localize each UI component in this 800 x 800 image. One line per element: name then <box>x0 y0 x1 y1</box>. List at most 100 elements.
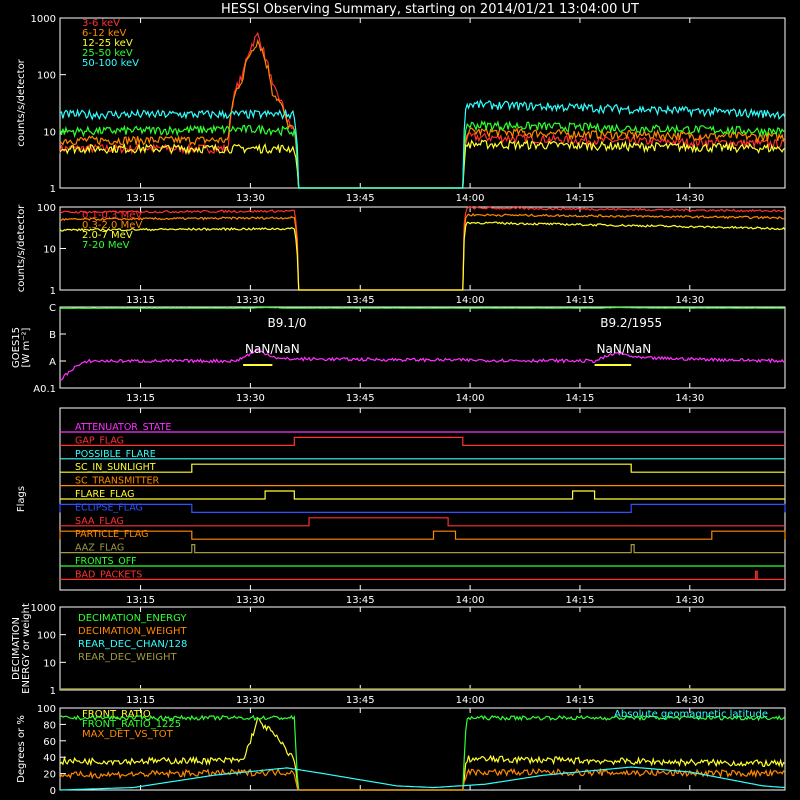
goes-annotation: NaN/NaN <box>245 342 300 356</box>
legend-entry: FRONT_RATIO <box>82 709 151 720</box>
flag-label: SC_TRANSMITTER <box>75 476 160 487</box>
flag-label: POSSIBLE_FLARE <box>75 449 156 460</box>
flag-label: SC_IN_SUNLIGHT <box>75 462 156 473</box>
x-tick-label: 13:45 <box>346 295 375 306</box>
goes-line-1 <box>59 349 786 381</box>
x-tick-label: 13:45 <box>346 695 375 706</box>
series-line-2 <box>59 221 786 291</box>
x-tick-label: 13:45 <box>346 393 375 404</box>
x-tick-label: 14:15 <box>566 393 595 404</box>
goes-line-0 <box>59 306 786 310</box>
x-tick-label: 13:15 <box>126 193 155 204</box>
flag-line-8 <box>59 530 786 540</box>
y-tick-label: 20 <box>43 770 56 781</box>
legend-entry: 50-100 keV <box>82 58 139 69</box>
legend-entry: DECIMATION_WEIGHT <box>78 626 187 637</box>
y-tick-label: A <box>49 357 56 368</box>
flag-label: GAP_FLAG <box>75 435 124 446</box>
x-tick-label: 13:15 <box>126 295 155 306</box>
flag-line-3 <box>60 463 785 473</box>
x-tick-label: 13:30 <box>236 595 265 606</box>
flag-label: AAZ_FLAG <box>75 543 124 554</box>
flag-label: ATTENUATOR_STATE <box>75 422 171 433</box>
y-axis-label: DECIMATION <box>11 617 22 680</box>
legend-entry: 12-25 keV <box>82 38 133 49</box>
flag-label: BAD_PACKETS <box>75 569 142 580</box>
legend-entry: 2.0-7 MeV <box>82 230 133 241</box>
legend-entry-right: Absolute geomagnetic latitude <box>614 709 768 720</box>
x-tick-label: 13:45 <box>346 193 375 204</box>
y-axis-label: counts/s/detector <box>16 58 27 146</box>
x-tick-label: 13:15 <box>126 393 155 404</box>
y-tick-label: 100 <box>37 704 56 715</box>
legend-entry: 25-50 keV <box>82 48 133 59</box>
ratio-line-3 <box>60 766 786 791</box>
ratio-line-2 <box>59 767 786 791</box>
y-tick-label: 60 <box>43 737 56 748</box>
flag-line-9 <box>60 544 785 554</box>
y-tick-label: 10 <box>43 127 56 138</box>
x-tick-label: 14:00 <box>456 695 485 706</box>
x-tick-label: 14:30 <box>675 193 704 204</box>
y-tick-label: 100 <box>37 631 56 642</box>
y-tick-label: 100 <box>37 203 56 214</box>
goes-annotation: NaN/NaN <box>597 342 652 356</box>
x-tick-label: 14:00 <box>456 595 485 606</box>
legend-entry: REAR_DEC_WEIGHT <box>78 652 177 663</box>
y-tick-label: 1 <box>50 184 56 195</box>
y-tick-label: 1000 <box>31 603 56 614</box>
legend-entry: DECIMATION_ENERGY <box>78 613 187 624</box>
y-tick-label: B <box>49 330 56 341</box>
x-tick-label: 13:15 <box>126 595 155 606</box>
y-axis-label: Degrees or % <box>16 715 27 783</box>
x-tick-label: 14:30 <box>675 695 704 706</box>
x-tick-label: 14:00 <box>456 393 485 404</box>
y-tick-label: A0.1 <box>33 384 56 395</box>
x-tick-label: 14:15 <box>566 295 595 306</box>
y-axis-label: GOES15 <box>11 327 22 368</box>
x-tick-label: 14:15 <box>566 595 595 606</box>
y-axis-label: counts/s/detector <box>16 204 27 292</box>
legend-entry: 3-6 keV <box>82 18 120 29</box>
flag-label: PARTICLE_FLAG <box>75 529 148 540</box>
x-tick-label: 13:30 <box>236 695 265 706</box>
y-axis-label: Flags <box>16 486 27 512</box>
legend-entry: 6-12 keV <box>82 28 126 39</box>
flag-line-7 <box>60 517 785 527</box>
x-tick-label: 13:30 <box>236 295 265 306</box>
x-tick-label: 14:30 <box>675 295 704 306</box>
y-tick-label: 80 <box>43 720 56 731</box>
y-tick-label: 40 <box>43 753 56 764</box>
y-tick-label: C <box>49 303 56 314</box>
x-tick-label: 13:45 <box>346 595 375 606</box>
flag-label: SAA_FLAG <box>75 516 124 527</box>
legend-entry: FRONT_RATIO_1225 <box>82 719 181 730</box>
flag-label: FLARE_FLAG <box>75 489 135 500</box>
legend-entry: MAX_DET_VS_TOT <box>82 729 174 740</box>
legend-entry: 7-20 MeV <box>82 240 130 251</box>
y-axis-label: [W m⁻²] <box>21 327 32 367</box>
flag-line-5 <box>60 490 785 500</box>
y-tick-label: 1 <box>50 286 56 297</box>
flag-label: ECLIPSE_FLAG <box>75 502 143 513</box>
y-tick-label: 10 <box>43 658 56 669</box>
series-line-4 <box>59 99 786 189</box>
legend-entry: REAR_DEC_CHAN/128 <box>78 639 187 650</box>
y-axis-label: ENERGY or weight <box>21 603 32 694</box>
panel-frame <box>59 306 786 389</box>
goes-annotation: B9.1/0 <box>268 316 307 330</box>
panel-frame <box>59 606 786 691</box>
x-tick-label: 13:15 <box>126 695 155 706</box>
legend-entry: 0.3-2.0 MeV <box>82 220 142 231</box>
legend-entry: 0.1-0.3 MeV <box>82 210 142 221</box>
y-tick-label: 1 <box>50 686 56 697</box>
x-tick-label: 13:30 <box>236 393 265 404</box>
y-tick-label: 100 <box>37 71 56 82</box>
x-tick-label: 14:30 <box>675 595 704 606</box>
x-tick-label: 14:00 <box>456 193 485 204</box>
x-tick-label: 13:30 <box>236 193 265 204</box>
flag-label: FRONTS_OFF <box>75 556 137 567</box>
x-tick-label: 14:15 <box>566 695 595 706</box>
plot-title: HESSI Observing Summary, starting on 201… <box>221 2 639 17</box>
